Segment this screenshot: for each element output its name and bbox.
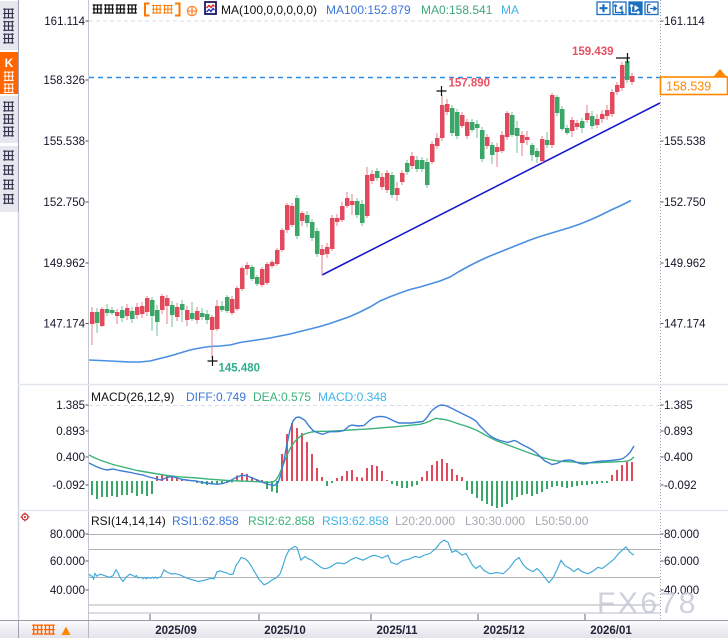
svg-text:80.000: 80.000 xyxy=(50,529,85,541)
svg-text:K: K xyxy=(5,56,14,70)
svg-text:DIFF:0.749: DIFF:0.749 xyxy=(186,390,246,404)
svg-text:149.962: 149.962 xyxy=(664,258,706,270)
svg-text:159.439: 159.439 xyxy=(572,46,614,58)
svg-text:RSI2:62.858: RSI2:62.858 xyxy=(248,514,315,528)
svg-text:L20:20.000: L20:20.000 xyxy=(395,514,455,528)
svg-text:MA: MA xyxy=(501,3,519,17)
svg-text:40.000: 40.000 xyxy=(50,585,85,597)
svg-text:161.114: 161.114 xyxy=(44,16,85,28)
svg-text:155.538: 155.538 xyxy=(43,136,85,148)
svg-text:MACD:0.348: MACD:0.348 xyxy=(318,390,387,404)
svg-text:2025/11: 2025/11 xyxy=(377,625,419,637)
svg-text:149.962: 149.962 xyxy=(43,258,85,270)
svg-text:2025/10: 2025/10 xyxy=(264,625,306,637)
svg-text:-0.092: -0.092 xyxy=(52,480,85,492)
svg-text:0.893: 0.893 xyxy=(56,426,85,438)
svg-text:152.750: 152.750 xyxy=(43,197,85,209)
svg-text:161.114: 161.114 xyxy=(664,16,705,28)
svg-text:145.480: 145.480 xyxy=(219,363,261,375)
svg-text:RSI(14,14,14): RSI(14,14,14) xyxy=(91,514,166,528)
svg-text:2025/12: 2025/12 xyxy=(483,625,525,637)
svg-text:60.000: 60.000 xyxy=(664,556,699,568)
svg-text:40.000: 40.000 xyxy=(664,585,699,597)
svg-text:147.174: 147.174 xyxy=(43,319,85,331)
svg-text:1.385: 1.385 xyxy=(664,400,693,412)
svg-text:L50:50.00: L50:50.00 xyxy=(535,514,589,528)
svg-text:147.174: 147.174 xyxy=(664,319,706,331)
svg-text:FX678: FX678 xyxy=(597,587,698,620)
svg-text:0.893: 0.893 xyxy=(664,426,693,438)
svg-text:2026/01: 2026/01 xyxy=(590,625,632,637)
svg-text:157.890: 157.890 xyxy=(449,78,491,90)
svg-text:60.000: 60.000 xyxy=(50,556,85,568)
svg-text:RSI3:62.858: RSI3:62.858 xyxy=(322,514,389,528)
svg-text:0.400: 0.400 xyxy=(664,452,693,464)
svg-text:RSI1:62.858: RSI1:62.858 xyxy=(172,514,239,528)
svg-text:158.326: 158.326 xyxy=(43,75,85,87)
svg-text:-0.092: -0.092 xyxy=(664,480,697,492)
svg-text:1.385: 1.385 xyxy=(56,400,85,412)
svg-text:MA0:158.541: MA0:158.541 xyxy=(421,3,493,17)
svg-text:L30:30.000: L30:30.000 xyxy=(465,514,525,528)
svg-text:0.400: 0.400 xyxy=(56,452,85,464)
svg-text:MA100:152.879: MA100:152.879 xyxy=(326,3,411,17)
svg-text:158.539: 158.539 xyxy=(666,80,711,94)
svg-text:80.000: 80.000 xyxy=(664,529,699,541)
svg-text:MACD(26,12,9): MACD(26,12,9) xyxy=(91,390,174,404)
svg-text:2025/09: 2025/09 xyxy=(155,625,197,637)
svg-text:MA(100,0,0,0,0,0): MA(100,0,0,0,0,0) xyxy=(221,3,317,17)
svg-text:155.538: 155.538 xyxy=(664,136,706,148)
svg-text:DEA:0.575: DEA:0.575 xyxy=(253,390,311,404)
svg-text:152.750: 152.750 xyxy=(664,197,706,209)
